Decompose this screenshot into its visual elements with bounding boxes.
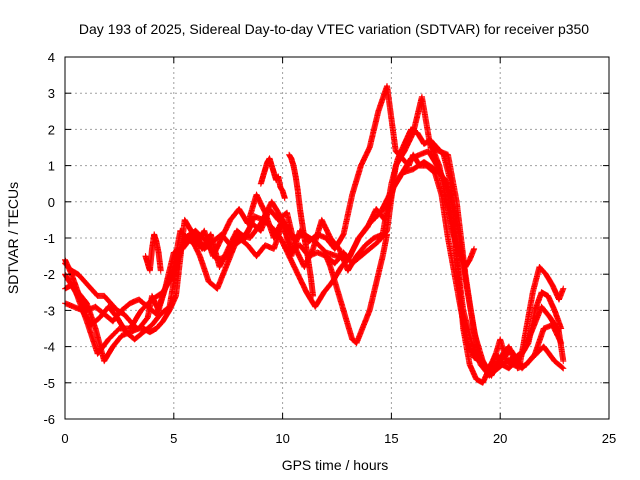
x-tick-label: 20 <box>493 431 507 446</box>
series-s6 <box>142 231 164 274</box>
x-tick-label: 25 <box>602 431 616 446</box>
series-s10 <box>257 155 288 202</box>
y-tick-label: -5 <box>43 376 55 391</box>
y-tick-label: 4 <box>48 50 55 65</box>
chart-title: Day 193 of 2025, Sidereal Day-to-day VTE… <box>79 21 589 37</box>
y-tick-label: 3 <box>48 86 55 101</box>
y-tick-label: 1 <box>48 159 55 174</box>
x-tick-label: 15 <box>384 431 398 446</box>
data-marks-s7 <box>286 151 317 299</box>
x-tick-label: 5 <box>170 431 177 446</box>
y-tick-label: -1 <box>43 231 55 246</box>
y-tick-label: 0 <box>48 195 55 210</box>
series-s9 <box>427 140 478 270</box>
axis-ticks: 0 5 10 15 20 25 -6 -5 -4 -3 -2 -1 0 1 2 3 4 <box>43 50 616 446</box>
series-s8 <box>323 231 391 346</box>
data-marks-s9 <box>427 140 478 270</box>
data-points <box>62 83 567 386</box>
data-marks-s10 <box>257 155 288 202</box>
x-tick-label: 0 <box>61 431 68 446</box>
series-s5 <box>62 159 567 375</box>
series-s4 <box>62 148 567 379</box>
x-tick-label: 10 <box>275 431 289 446</box>
data-marks-s6 <box>142 231 164 274</box>
y-tick-label: -4 <box>43 340 55 355</box>
y-tick-label: -3 <box>43 303 55 318</box>
x-axis-label: GPS time / hours <box>282 457 389 473</box>
y-axis-label: SDTVAR / TECUs <box>5 182 21 294</box>
series-s7 <box>286 151 317 299</box>
y-tick-label: -6 <box>43 412 55 427</box>
data-marks-s4 <box>62 148 567 379</box>
y-tick-label: 2 <box>48 122 55 137</box>
data-marks-s5 <box>62 159 567 375</box>
y-tick-label: -2 <box>43 267 55 282</box>
data-marks-s8 <box>323 231 391 346</box>
